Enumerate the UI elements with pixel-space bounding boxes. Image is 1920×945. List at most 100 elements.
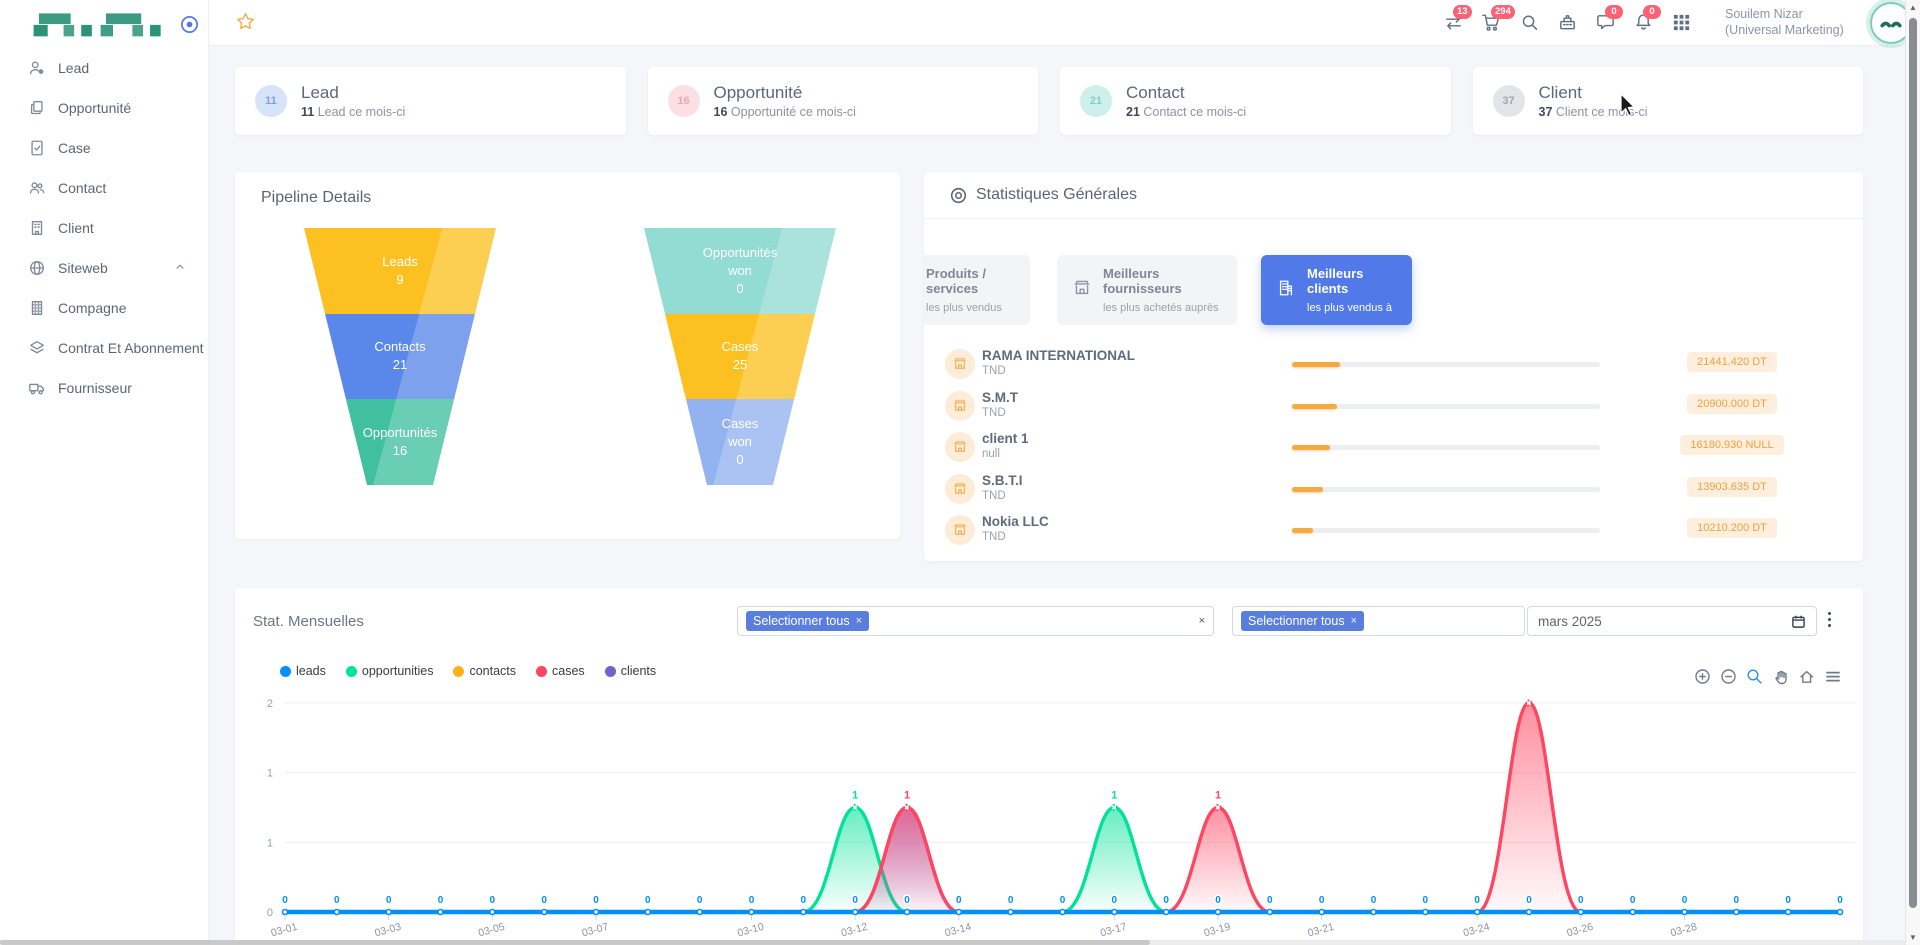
svg-text:1: 1 xyxy=(267,768,273,780)
stats-tab-meilleurs-clients[interactable]: Meilleurs clients les plus vendus à xyxy=(1261,255,1412,325)
client-value-badge: 10210.200 DT xyxy=(1669,518,1795,538)
monthly-panel: Stat. Mensuelles Selectionner tous × × S… xyxy=(235,588,1863,945)
menu-icon[interactable] xyxy=(1824,668,1841,685)
store-icon xyxy=(945,473,975,504)
sidebar-item-contrat-et-abonnement[interactable]: Contrat Et Abonnement xyxy=(0,328,208,368)
client-row-1[interactable]: RAMA INTERNATIONAL TND 21441.420 DT xyxy=(924,344,1863,386)
globe-icon xyxy=(30,261,44,275)
funnel-segment-cases-won: Cases won 0 xyxy=(644,399,836,485)
cash-register-icon[interactable] xyxy=(1557,12,1579,34)
client-row-4[interactable]: S.B.T.I TND 13903.635 DT xyxy=(924,469,1863,511)
client-name: Nokia LLC xyxy=(982,514,1049,529)
filter-chip[interactable]: Selectionner tous × xyxy=(746,611,870,631)
user-menu[interactable]: Souilem Nizar (Universal Marketing) xyxy=(1725,7,1844,38)
month-picker[interactable]: mars 2025 xyxy=(1527,606,1817,636)
stats-tab-produits-services[interactable]: Produits / services les plus vendus xyxy=(924,255,1030,325)
entities-multiselect[interactable]: Selectionner tous × xyxy=(1232,606,1525,636)
tab-subtitle: les plus achetés auprès xyxy=(1103,302,1219,314)
stats-separator xyxy=(924,218,1863,219)
scroll-up-icon[interactable]: ▲ xyxy=(1909,3,1917,12)
sidebar-item-label: Fournisseur xyxy=(58,380,132,396)
svg-text:0: 0 xyxy=(1682,895,1688,906)
svg-text:0: 0 xyxy=(490,895,496,906)
zoom-in-icon[interactable] xyxy=(1694,668,1711,685)
selection-zoom-icon[interactable] xyxy=(1746,668,1763,685)
svg-text:0: 0 xyxy=(386,895,392,906)
chip-remove-icon[interactable]: × xyxy=(1350,615,1358,627)
pan-icon[interactable] xyxy=(1772,668,1789,685)
legend-item-clients[interactable]: clients xyxy=(604,664,656,678)
chat-icon[interactable]: 0 xyxy=(1595,4,1623,34)
apps-grid-icon[interactable] xyxy=(1671,12,1693,34)
cart-icon[interactable]: 294 xyxy=(1481,4,1515,34)
legend-label: contacts xyxy=(469,664,517,678)
filter-chip-label: Selectionner tous xyxy=(753,614,850,628)
avatar[interactable] xyxy=(1869,1,1912,44)
home-icon[interactable] xyxy=(1798,668,1815,685)
funnel-segment-opportunit-s: Opportunités 16 xyxy=(304,399,496,485)
tab-subtitle: les plus vendus xyxy=(926,302,1002,314)
stat-card-client[interactable]: 37 Client 37 Client ce mois-ci xyxy=(1472,67,1863,135)
legend-item-cases[interactable]: cases xyxy=(536,664,585,678)
sidebar: Lead Opportunité Case Contact Client Siteweb C… xyxy=(0,0,208,945)
svg-text:03-21: 03-21 xyxy=(1306,921,1335,940)
sidebar-item-label: Compagne xyxy=(58,300,127,316)
avatar-logo-icon xyxy=(1880,21,1902,27)
horizontal-scrollbar[interactable] xyxy=(0,940,1906,945)
legend-dot xyxy=(345,665,357,677)
svg-text:0: 0 xyxy=(852,895,858,906)
series-multiselect[interactable]: Selectionner tous × × xyxy=(737,606,1214,636)
svg-text:1: 1 xyxy=(904,790,910,802)
card-subtitle: 21 Contact ce mois-ci xyxy=(1126,105,1247,119)
sidebar-item-client[interactable]: Client xyxy=(0,208,208,248)
sidebar-item-fournisseur[interactable]: Fournisseur xyxy=(0,368,208,408)
zoom-out-icon[interactable] xyxy=(1720,668,1737,685)
stats-tab-meilleurs-fournisseurs[interactable]: Meilleurs fournisseurs les plus achetés a… xyxy=(1057,255,1237,325)
svg-text:0: 0 xyxy=(1215,895,1221,906)
svg-text:0: 0 xyxy=(749,895,755,906)
client-value-badge: 21441.420 DT xyxy=(1669,352,1795,372)
store-icon xyxy=(945,515,975,545)
sidebar-item-compagne[interactable]: Compagne xyxy=(0,288,208,328)
legend-item-leads[interactable]: leads xyxy=(280,664,326,678)
sidebar-item-opportunit-[interactable]: Opportunité xyxy=(0,88,208,128)
legend-item-contacts[interactable]: contacts xyxy=(453,664,516,678)
stat-card-opportunité[interactable]: 16 Opportunité 16 Opportunité ce mois-ci xyxy=(647,67,1038,135)
scroll-down-icon[interactable]: ▼ xyxy=(1909,933,1917,942)
kebab-menu[interactable] xyxy=(1824,608,1835,631)
clear-select-icon[interactable]: × xyxy=(1198,615,1205,627)
stats-panel: Statistiques Générales Produits / servic… xyxy=(924,172,1863,561)
pipeline-title: Pipeline Details xyxy=(261,189,372,206)
client-row-2[interactable]: S.M.T TND 20900.000 DT xyxy=(924,386,1863,428)
swap-icon[interactable]: 13 xyxy=(1443,4,1472,34)
favorite-star-icon[interactable] xyxy=(236,12,255,31)
client-row-5[interactable]: Nokia LLC TND 10210.200 DT xyxy=(924,510,1863,552)
client-progress-fill xyxy=(1292,445,1330,450)
svg-text:0: 0 xyxy=(1423,895,1429,906)
chip-remove-icon[interactable]: × xyxy=(855,615,863,627)
sidebar-item-contact[interactable]: Contact xyxy=(0,168,208,208)
filter-chip[interactable]: Selectionner tous × xyxy=(1241,611,1365,631)
legend-item-opportunities[interactable]: opportunities xyxy=(345,664,433,678)
search-icon[interactable] xyxy=(1519,12,1541,34)
vertical-scroll-thumb[interactable] xyxy=(1909,18,1917,908)
legend-label: leads xyxy=(296,664,326,678)
bell-icon[interactable]: 0 xyxy=(1633,4,1661,34)
sidebar-item-lead[interactable]: Lead xyxy=(0,48,208,88)
vertical-scrollbar[interactable]: ▲ ▼ xyxy=(1905,0,1920,945)
sidebar-item-case[interactable]: Case xyxy=(0,128,208,168)
stat-card-contact[interactable]: 21 Contact 21 Contact ce mois-ci xyxy=(1060,67,1451,135)
sidebar-toggle-icon[interactable] xyxy=(180,15,199,34)
card-count-circle: 11 xyxy=(255,85,287,117)
stat-card-lead[interactable]: 11 Lead 11 Lead ce mois-ci xyxy=(235,67,626,135)
sidebar-item-siteweb[interactable]: Siteweb xyxy=(0,248,208,288)
horizontal-scroll-thumb[interactable] xyxy=(0,940,1150,945)
client-progress-track xyxy=(1292,486,1600,492)
client-progress-track xyxy=(1292,403,1600,409)
tab-title: Meilleurs fournisseurs xyxy=(1103,266,1182,296)
client-progress-fill xyxy=(1292,362,1341,367)
svg-text:0: 0 xyxy=(1371,895,1377,906)
client-row-3[interactable]: client 1 null 16180.930 NULL xyxy=(924,427,1863,469)
